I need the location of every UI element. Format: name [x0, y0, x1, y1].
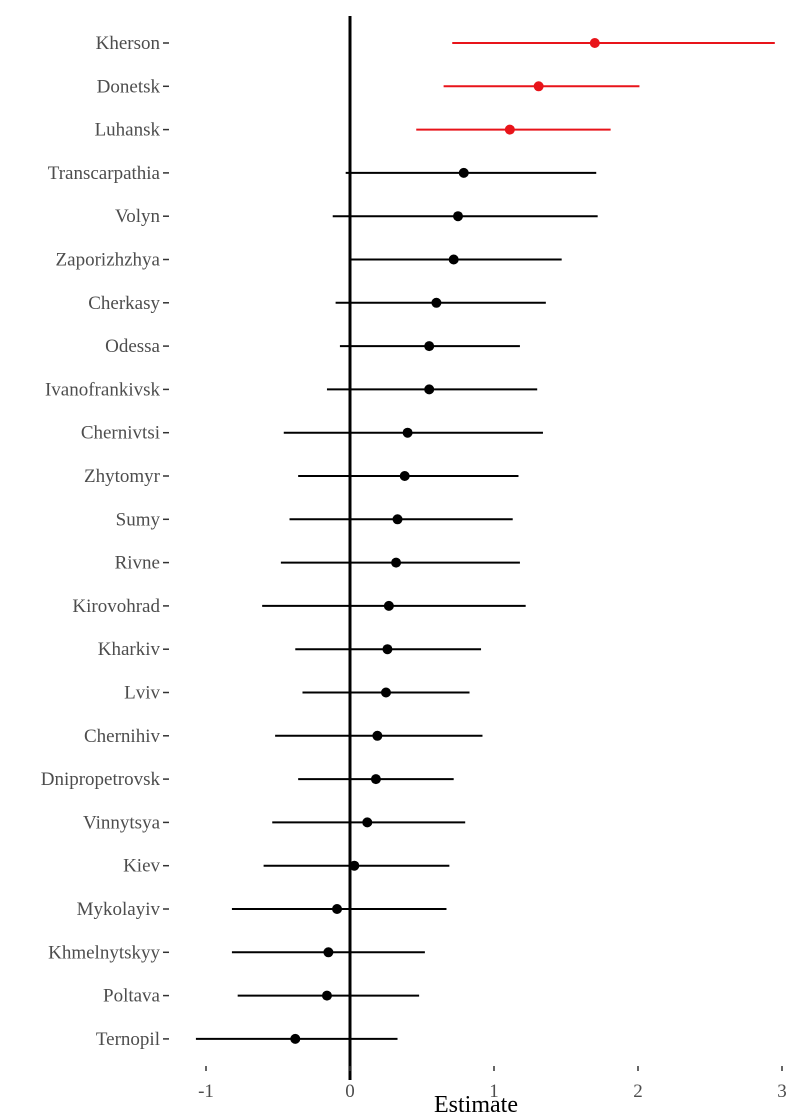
x-tick-label: 2 [633, 1081, 643, 1102]
category-label-cherkasy: Cherkasy [88, 293, 160, 314]
estimate-point-rivne [391, 557, 402, 568]
estimate-point-khmelnytskyy [323, 947, 334, 958]
estimate-point-ivanofrankivsk [424, 384, 435, 395]
category-label-luhansk: Luhansk [95, 120, 161, 141]
estimate-point-zaporizhzhya [448, 254, 459, 265]
category-ticks [163, 42, 169, 1040]
category-label-khmelnytskyy: Khmelnytskyy [48, 942, 160, 963]
estimate-point-mykolayiv [332, 904, 343, 914]
estimate-point-donetsk [533, 81, 544, 92]
confidence-intervals [195, 42, 775, 1040]
estimate-point-luhansk [504, 124, 515, 135]
x-axis-title: Estimate [434, 1092, 518, 1118]
category-label-chernivtsi: Chernivtsi [81, 423, 160, 444]
category-labels: Kherson Donetsk Luhansk Transcarpathia Volyn… [41, 33, 161, 1050]
category-label-kherson: Kherson [96, 33, 161, 54]
estimate-point-chernivtsi [402, 427, 413, 438]
estimate-point-poltava [321, 990, 332, 1001]
category-label-ivanofrankivsk: Ivanofrankivsk [45, 379, 161, 400]
x-tick-label: 1 [489, 1081, 499, 1102]
x-tick-label: 0 [345, 1081, 355, 1102]
estimate-point-kherson [589, 38, 600, 48]
category-label-vinnytsya: Vinnytsya [83, 812, 161, 833]
category-label-rivne: Rivne [115, 553, 160, 574]
category-label-ternopil: Ternopil [96, 1029, 160, 1050]
estimate-point-transcarpathia [458, 167, 469, 178]
x-tick-label: 3 [777, 1081, 787, 1102]
estimate-point-cherkasy [431, 297, 442, 308]
category-label-sumy: Sumy [116, 509, 161, 530]
category-label-kirovohrad: Kirovohrad [72, 596, 160, 617]
estimate-point-sumy [392, 514, 403, 525]
estimate-point-odessa [424, 341, 435, 352]
category-label-donetsk: Donetsk [97, 76, 161, 97]
estimate-point-kiev [349, 860, 360, 871]
x-tick-label: -1 [198, 1081, 214, 1102]
estimate-point-dnipropetrovsk [370, 774, 381, 785]
estimate-point-volyn [453, 211, 463, 222]
category-label-poltava: Poltava [103, 986, 161, 1007]
category-label-zaporizhzhya: Zaporizhzhya [56, 250, 161, 271]
estimate-point-kharkiv [382, 644, 393, 655]
category-label-lviv: Lviv [124, 683, 160, 704]
category-label-odessa: Odessa [105, 336, 160, 357]
estimate-point-ternopil [290, 1033, 301, 1044]
estimate-point-zhytomyr [399, 471, 410, 481]
category-label-kiev: Kiev [123, 856, 160, 877]
category-label-dnipropetrovsk: Dnipropetrovsk [41, 769, 161, 790]
estimate-point-lviv [381, 687, 391, 698]
category-label-zhytomyr: Zhytomyr [84, 466, 161, 487]
category-label-volyn: Volyn [115, 206, 161, 227]
estimate-point-kirovohrad [383, 600, 394, 611]
category-label-transcarpathia: Transcarpathia [48, 163, 161, 184]
estimate-point-vinnytsya [362, 817, 373, 828]
category-label-kharkiv: Kharkiv [98, 639, 161, 660]
category-label-mykolayiv: Mykolayiv [77, 899, 161, 920]
category-label-chernihiv: Chernihiv [84, 726, 160, 747]
estimate-point-chernihiv [372, 730, 383, 741]
estimate-points [290, 38, 600, 1044]
x-axis: -1 0 1 2 3 [198, 1066, 787, 1102]
